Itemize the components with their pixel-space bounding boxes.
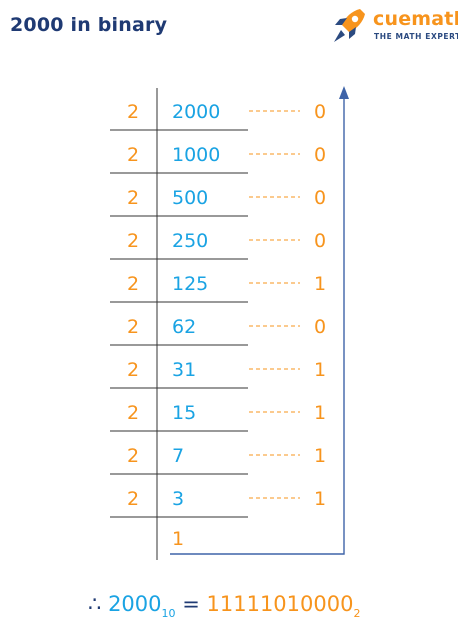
remainder-value: 0 bbox=[314, 144, 326, 166]
division-row: 2 15 1 bbox=[110, 402, 326, 432]
divisor-label: 2 bbox=[127, 359, 139, 381]
result-equation: ∴ 200010 = 111110100002 bbox=[88, 592, 360, 620]
arrow-head bbox=[339, 86, 349, 99]
equals-sign: = bbox=[182, 592, 200, 616]
divisor-label: 2 bbox=[127, 144, 139, 166]
division-row: 2 7 1 bbox=[110, 445, 326, 475]
division-row: 2 1000 0 bbox=[110, 144, 326, 174]
divisor-label: 2 bbox=[127, 488, 139, 510]
dividend-value: 125 bbox=[172, 273, 208, 295]
division-row: 2 250 0 bbox=[110, 230, 326, 260]
divisor-label: 2 bbox=[127, 316, 139, 338]
final-quotient: 1 bbox=[172, 528, 184, 550]
divisor-label: 2 bbox=[127, 402, 139, 424]
dividend-value: 31 bbox=[172, 359, 196, 381]
therefore-symbol: ∴ bbox=[88, 592, 102, 616]
division-row: 2 125 1 bbox=[110, 273, 326, 303]
divisor-label: 2 bbox=[127, 445, 139, 467]
division-row: 2 500 0 bbox=[110, 187, 326, 217]
page-title: 2000 in binary bbox=[10, 14, 168, 36]
remainder-value: 0 bbox=[314, 101, 326, 123]
dividend-value: 2000 bbox=[172, 101, 220, 123]
remainder-value: 1 bbox=[314, 359, 326, 381]
remainder-value: 1 bbox=[314, 445, 326, 467]
remainder-value: 0 bbox=[314, 230, 326, 252]
remainder-value: 1 bbox=[314, 273, 326, 295]
dividend-value: 250 bbox=[172, 230, 208, 252]
logo-wordmark: cuemath bbox=[373, 8, 458, 30]
divisor-label: 2 bbox=[127, 230, 139, 252]
division-row: 2 2000 0 bbox=[110, 101, 326, 131]
binary-value: 11111010000 bbox=[206, 592, 354, 616]
dividend-value: 62 bbox=[172, 316, 196, 338]
remainder-value: 1 bbox=[314, 488, 326, 510]
divisor-label: 2 bbox=[127, 101, 139, 123]
divisor-label: 2 bbox=[127, 187, 139, 209]
remainder-value: 1 bbox=[314, 402, 326, 424]
dividend-value: 500 bbox=[172, 187, 208, 209]
dividend-value: 3 bbox=[172, 488, 184, 510]
division-row: 2 31 1 bbox=[110, 359, 326, 389]
decimal-value: 2000 bbox=[108, 592, 162, 616]
remainder-value: 0 bbox=[314, 316, 326, 338]
logo-tagline: THE MATH EXPERT bbox=[374, 32, 458, 41]
decimal-base: 10 bbox=[161, 607, 176, 620]
read-direction-arrow bbox=[170, 94, 345, 555]
division-row: 2 62 0 bbox=[110, 316, 326, 346]
division-row: 2 3 1 bbox=[110, 488, 326, 518]
binary-base: 2 bbox=[353, 607, 361, 620]
divisor-label: 2 bbox=[127, 273, 139, 295]
rocket-icon bbox=[334, 9, 365, 42]
dividend-value: 7 bbox=[172, 445, 184, 467]
dividend-value: 15 bbox=[172, 402, 196, 424]
dividend-value: 1000 bbox=[172, 144, 220, 166]
remainder-value: 0 bbox=[314, 187, 326, 209]
cuemath-logo: cuemath THE MATH EXPERT bbox=[330, 6, 458, 46]
